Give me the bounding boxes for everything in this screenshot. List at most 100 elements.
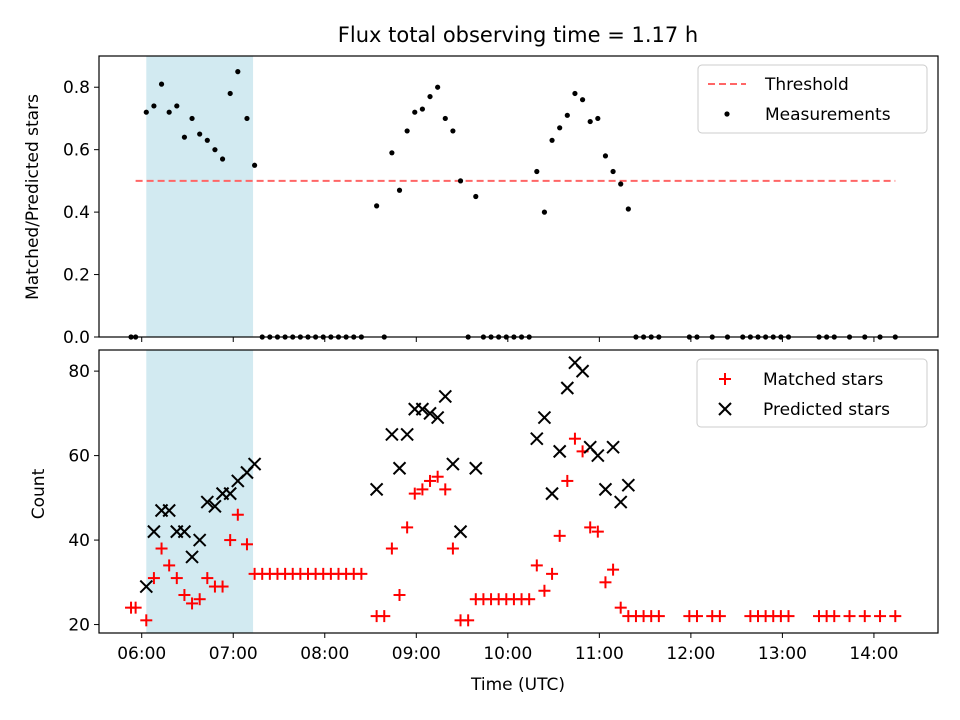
matched-star-point <box>561 474 574 487</box>
y-tick-label: 0.0 <box>63 328 90 348</box>
bottom-legend: Matched stars Predicted stars <box>696 358 928 428</box>
measurement-point <box>389 150 395 156</box>
y-tick-label: 0.2 <box>63 266 90 286</box>
measurement-point <box>419 106 425 112</box>
matched-star-point <box>553 529 566 542</box>
predicted-star-point <box>162 503 176 518</box>
matched-star-point <box>385 542 398 555</box>
measurement-point <box>587 118 593 125</box>
y-tick-label: 60 <box>68 447 90 467</box>
measurement-point <box>435 84 441 90</box>
matched-star-point <box>424 474 437 487</box>
legend-matched-label: Matched stars <box>763 370 883 390</box>
matched-star-point <box>530 559 543 572</box>
predicted-star-point <box>185 550 199 564</box>
x-tick-label: 14:00 <box>849 644 898 664</box>
measurement-point <box>227 90 233 97</box>
matched-star-point <box>614 601 627 614</box>
x-tick-label: 09:00 <box>392 644 441 664</box>
matched-star-point <box>584 521 597 534</box>
predicted-star-point <box>613 495 628 509</box>
measurement-point <box>374 203 380 209</box>
measurement-point <box>158 81 165 87</box>
legend-matched-swatch <box>719 373 731 385</box>
predicted-stars-points <box>139 355 636 594</box>
matched-star-point <box>690 610 703 623</box>
predicted-star-point <box>446 457 460 471</box>
matched-star-point <box>416 483 429 496</box>
predicted-star-point <box>606 440 620 454</box>
measurement-point <box>219 156 226 162</box>
legend-measurement-swatch <box>724 111 730 117</box>
predicted-star-point <box>537 410 552 425</box>
legend-predicted-label: Predicted stars <box>763 400 890 420</box>
matched-star-point <box>874 610 887 623</box>
measurement-point <box>143 109 149 115</box>
matched-star-point <box>231 508 244 521</box>
x-axis-label: Time (UTC) <box>470 675 565 695</box>
measurement-point <box>244 115 250 122</box>
matched-star-point <box>446 542 459 555</box>
matched-star-point <box>216 580 229 593</box>
measurement-point <box>618 181 624 187</box>
measurement-point <box>151 103 157 109</box>
measurement-point <box>541 209 548 215</box>
predicted-star-point <box>139 579 153 594</box>
measurement-point <box>625 206 631 212</box>
bottom-panel: 20 40 60 80 06:00 07:00 08:00 09:00 10:00 11:00 1… <box>29 349 939 695</box>
predicted-star-point <box>575 364 590 378</box>
predicted-star-point <box>223 486 237 501</box>
bottom-y-axis-label: Count <box>29 468 49 519</box>
matched-star-point <box>523 593 536 606</box>
top-legend-box <box>697 64 928 134</box>
predicted-star-point <box>453 524 468 539</box>
matched-star-point <box>355 567 368 580</box>
measurement-point <box>549 137 555 143</box>
matched-star-point <box>828 610 841 623</box>
measurement-point <box>235 69 241 75</box>
predicted-star-point <box>392 461 407 475</box>
matched-star-point <box>607 563 620 576</box>
matched-star-point <box>378 610 391 623</box>
matched-star-point <box>186 597 199 610</box>
bottom-axes-frame <box>98 349 939 634</box>
matched-star-point <box>858 610 871 623</box>
measurement-point <box>557 125 563 131</box>
legend-threshold-label: Threshold <box>764 75 849 95</box>
predicted-star-point <box>545 486 559 501</box>
matched-star-point <box>431 470 444 483</box>
legend-measurements-label: Measurements <box>765 105 891 125</box>
matched-star-point <box>170 572 183 585</box>
matched-star-point <box>843 610 856 623</box>
bottom-shaded-span <box>146 350 254 633</box>
measurement-point <box>174 103 180 109</box>
predicted-star-point <box>385 427 399 442</box>
predicted-star-point <box>560 381 575 395</box>
top-panel: 0.0 0.2 0.4 0.6 0.8 Flux total observing tim… <box>23 23 939 348</box>
measurement-point <box>595 115 601 122</box>
measurement-point <box>404 128 410 134</box>
measurement-point <box>412 109 418 115</box>
bottom-legend-box <box>696 358 928 428</box>
matched-star-point <box>240 538 253 551</box>
matched-star-point <box>599 576 612 589</box>
matched-star-point <box>163 559 176 572</box>
matched-star-point <box>147 572 160 585</box>
predicted-star-point <box>200 495 215 509</box>
x-tick-label: 07:00 <box>209 644 258 664</box>
measurement-point <box>396 187 403 193</box>
measurement-point <box>204 137 210 143</box>
matched-star-point <box>713 610 726 623</box>
matched-star-point <box>129 601 142 614</box>
predicted-star-point <box>552 444 567 459</box>
measurement-point <box>427 93 433 100</box>
measurement-point <box>251 162 258 168</box>
predicted-star-point <box>177 524 192 539</box>
predicted-star-point <box>415 402 430 416</box>
predicted-star-point <box>147 524 161 539</box>
measurement-point <box>189 115 195 122</box>
measurement-point <box>579 97 586 103</box>
measurement-points <box>128 69 898 340</box>
y-tick-label: 0.6 <box>63 141 90 161</box>
